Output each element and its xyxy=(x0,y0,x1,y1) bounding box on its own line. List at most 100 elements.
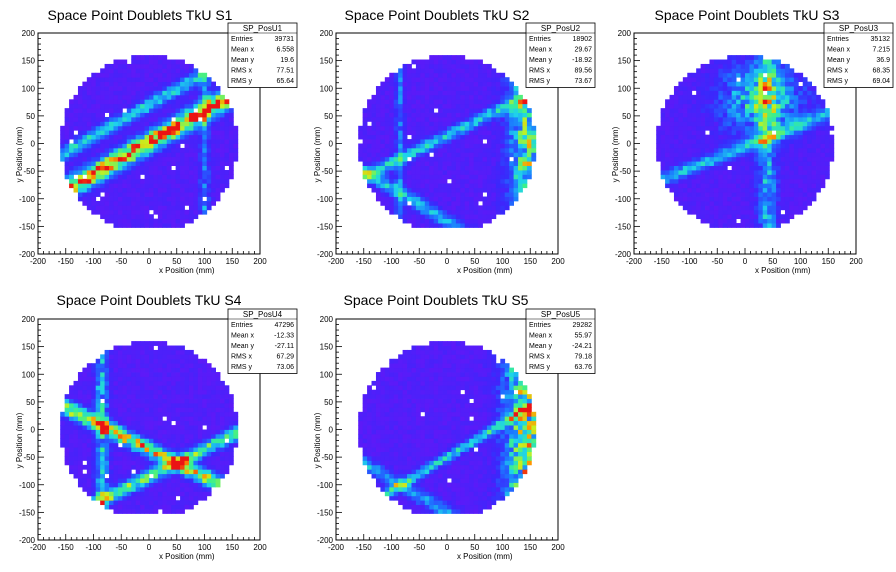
heatmap-cell xyxy=(762,86,768,91)
heatmap-cell xyxy=(526,139,532,144)
heatmap-cell xyxy=(104,416,110,422)
heatmap-cell xyxy=(486,178,492,184)
heatmap-cell xyxy=(91,389,97,395)
heatmap-cell xyxy=(438,130,443,136)
heatmap-cell xyxy=(495,90,501,96)
heatmap-cell xyxy=(135,183,141,189)
heatmap-cell xyxy=(215,99,221,105)
heatmap-cell xyxy=(202,205,208,211)
heatmap-cell xyxy=(117,59,123,65)
heatmap-cell xyxy=(117,200,123,206)
heatmap-cell xyxy=(491,94,497,100)
heatmap-cell xyxy=(509,196,514,202)
heatmap-cell xyxy=(117,77,123,83)
heatmap-cell xyxy=(691,165,697,171)
heatmap-cell xyxy=(464,59,470,65)
heatmap-cell xyxy=(371,130,377,136)
heatmap-cell xyxy=(740,192,746,197)
heatmap-cell xyxy=(407,178,412,184)
heatmap-cell xyxy=(696,161,701,166)
heatmap-cell xyxy=(740,81,746,87)
heatmap-cell xyxy=(69,134,74,140)
heatmap-cell xyxy=(197,205,203,211)
heatmap-cell xyxy=(811,116,817,122)
heatmap-cell xyxy=(398,112,403,118)
heatmap-cell xyxy=(197,103,203,109)
heatmap-cell xyxy=(727,161,733,166)
heatmap-cell xyxy=(95,451,101,457)
heatmap-cell xyxy=(228,143,234,149)
heatmap-cell xyxy=(824,143,830,149)
heatmap-cell xyxy=(104,174,110,180)
heatmap-cell xyxy=(113,121,119,127)
heatmap-cell xyxy=(122,478,128,483)
heatmap-cell xyxy=(509,112,514,118)
heatmap-cell xyxy=(109,218,114,224)
y-tick-label: -150 xyxy=(317,222,334,231)
heatmap-cell xyxy=(784,218,790,224)
chart-title: Space Point Doublets TkU S3 xyxy=(655,7,840,23)
heatmap-cell xyxy=(149,367,154,373)
heatmap-cell xyxy=(678,121,684,127)
heatmap-cell xyxy=(438,72,443,78)
heatmap-cell xyxy=(513,152,519,158)
heatmap-cell xyxy=(758,178,764,184)
heatmap-cell xyxy=(86,205,92,211)
heatmap-cell xyxy=(398,196,403,202)
heatmap-cell xyxy=(407,121,412,127)
heatmap-cell xyxy=(100,72,105,78)
heatmap-cell xyxy=(482,116,488,122)
heatmap-cell xyxy=(433,94,439,100)
heatmap-cell xyxy=(126,86,132,91)
heatmap-cell xyxy=(149,433,154,439)
heatmap-cell xyxy=(678,81,684,87)
heatmap-cell xyxy=(224,170,230,175)
heatmap-cell xyxy=(682,77,688,83)
heatmap-cell xyxy=(113,134,119,140)
heatmap-cell xyxy=(166,81,172,87)
heatmap-cell xyxy=(767,223,773,228)
heatmap-cell xyxy=(100,116,105,122)
heatmap-cell xyxy=(522,147,528,153)
heatmap-cell xyxy=(95,442,101,448)
heatmap-cell xyxy=(687,178,693,184)
heatmap-cell xyxy=(100,407,105,413)
heatmap-cell xyxy=(113,504,119,510)
heatmap-cell xyxy=(407,161,412,166)
heatmap-cell xyxy=(482,112,488,118)
heatmap-cell xyxy=(402,165,408,171)
heatmap-cell xyxy=(713,152,719,158)
heatmap-cell xyxy=(122,411,128,417)
heatmap-cell xyxy=(211,156,216,162)
heatmap-cell xyxy=(705,196,710,202)
heatmap-cell xyxy=(131,72,137,78)
heatmap-cell xyxy=(420,134,426,140)
heatmap-cell xyxy=(447,183,452,189)
heatmap-cell xyxy=(162,77,168,83)
heatmap-cell xyxy=(211,86,216,91)
heatmap-cell xyxy=(504,161,510,166)
heatmap-cell xyxy=(162,341,168,346)
heatmap-cell xyxy=(771,139,777,144)
heatmap-cell xyxy=(433,72,439,78)
heatmap-cell xyxy=(117,63,123,69)
heatmap-cell xyxy=(149,456,154,461)
heatmap-cell xyxy=(429,99,435,105)
heatmap-cell xyxy=(126,478,132,483)
heatmap-cell xyxy=(122,464,128,470)
heatmap-cell xyxy=(678,99,684,105)
heatmap-cell xyxy=(211,196,216,202)
heatmap-cell xyxy=(504,165,510,171)
heatmap-cell xyxy=(736,116,741,122)
heatmap-cell xyxy=(135,341,141,346)
heatmap-cell xyxy=(753,77,759,83)
heatmap-cell xyxy=(700,209,706,215)
heatmap-cell xyxy=(117,394,123,399)
heatmap-cell xyxy=(175,209,181,215)
heatmap-cell xyxy=(228,170,234,175)
heatmap-cell xyxy=(162,420,168,426)
heatmap-cell xyxy=(220,165,225,171)
heatmap-cell xyxy=(122,402,128,408)
heatmap-cell xyxy=(77,398,83,404)
heatmap-cell xyxy=(420,121,426,127)
